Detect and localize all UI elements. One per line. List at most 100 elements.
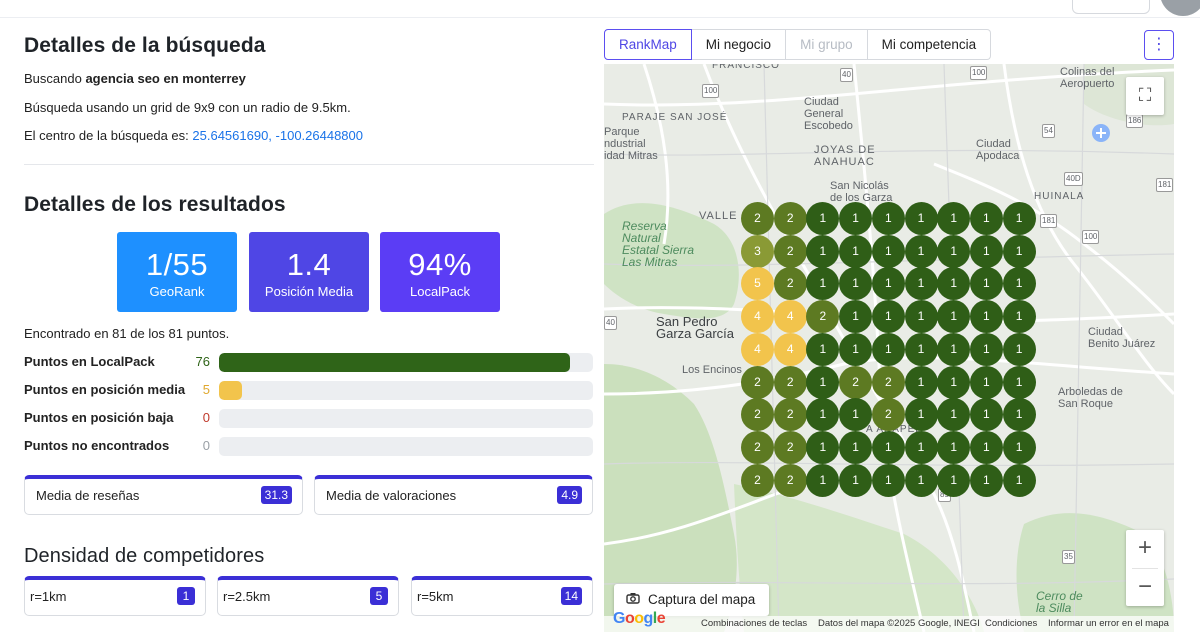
rank-point[interactable]: 2 [773,202,807,235]
rank-point[interactable]: 2 [773,430,807,464]
rank-point[interactable]: 1 [937,202,971,235]
rank-point[interactable]: 1 [937,365,971,399]
rank-point[interactable]: 2 [741,463,774,497]
rank-point[interactable]: 4 [741,300,774,334]
rank-point[interactable]: 4 [773,300,807,334]
rank-point[interactable]: 2 [741,430,774,464]
report-error-link[interactable]: Informar un error en el mapa [1048,618,1169,629]
rank-point[interactable]: 1 [871,267,905,301]
rank-point[interactable]: 1 [937,398,971,432]
rank-point[interactable]: 2 [773,365,807,399]
rank-point[interactable]: 1 [839,430,873,464]
rank-point[interactable]: 1 [806,267,840,301]
rank-point[interactable]: 1 [904,202,938,235]
rank-point[interactable]: 1 [904,332,938,366]
rank-point[interactable]: 1 [969,463,1003,497]
fullscreen-icon[interactable]: ⛶ [1126,77,1164,115]
rank-point[interactable]: 1 [806,398,840,432]
rank-point[interactable]: 2 [839,365,873,399]
rank-point[interactable]: 1 [904,300,938,334]
keyboard-shortcuts-link[interactable]: Combinaciones de teclas [701,618,808,629]
rank-point[interactable]: 1 [806,202,840,235]
rank-point[interactable]: 1 [937,300,971,334]
rank-point[interactable]: 1 [969,430,1003,464]
rank-point[interactable]: 1 [806,365,840,399]
tab-mi-grupo[interactable]: Mi grupo [786,29,868,60]
rank-point[interactable]: 1 [1002,365,1036,399]
rankmap-panel: Detalles de la búsqueda Buscando agencia… [0,18,1200,636]
rank-point[interactable]: 1 [904,365,938,399]
rank-point[interactable]: 1 [969,202,1003,235]
rank-point[interactable]: 1 [969,234,1003,268]
zoom-out-button[interactable]: − [1137,573,1152,600]
rank-point[interactable]: 1 [969,365,1003,399]
rank-point[interactable]: 1 [839,300,873,334]
rank-point[interactable]: 1 [871,332,905,366]
rank-point[interactable]: 1 [871,463,905,497]
rank-point[interactable]: 1 [1002,332,1036,366]
rank-point[interactable]: 2 [741,398,774,432]
rank-point[interactable]: 1 [904,234,938,268]
rank-point[interactable]: 1 [969,332,1003,366]
rank-point[interactable]: 1 [937,430,971,464]
rank-point[interactable]: 2 [741,365,774,399]
rank-point[interactable]: 1 [806,332,840,366]
rank-point[interactable]: 4 [773,332,807,366]
rank-point[interactable]: 1 [839,202,873,235]
center-coordinates-link[interactable]: 25.64561690, -100.26448800 [192,128,363,143]
rank-point[interactable]: 1 [1002,234,1036,268]
rank-point[interactable]: 1 [937,234,971,268]
rank-point[interactable]: 2 [741,202,774,235]
rank-point[interactable]: 2 [773,234,807,268]
rank-point[interactable]: 5 [741,267,774,301]
rank-point[interactable]: 2 [773,267,807,301]
rank-point[interactable]: 1 [904,398,938,432]
rank-point[interactable]: 1 [806,430,840,464]
rank-point[interactable]: 1 [1002,300,1036,334]
rank-point[interactable]: 1 [806,463,840,497]
more-vertical-icon[interactable]: ⋮ [1144,30,1174,60]
rank-point[interactable]: 1 [839,463,873,497]
terms-link[interactable]: Condiciones [985,618,1038,629]
rank-point[interactable]: 1 [904,463,938,497]
rank-point[interactable]: 1 [1002,267,1036,301]
rank-point[interactable]: 1 [871,300,905,334]
rank-point[interactable]: 1 [1002,202,1036,235]
rank-map[interactable]: FRANCISCO PARAJE SAN JOSÉ Parque ndustri… [604,64,1174,632]
rank-point[interactable]: 1 [871,430,905,464]
rank-point[interactable]: 2 [871,365,905,399]
rank-point[interactable]: 2 [806,300,840,334]
rank-point[interactable]: 1 [871,234,905,268]
tab-mi-competencia[interactable]: Mi competencia [867,29,992,60]
rank-point[interactable]: 1 [937,267,971,301]
rank-point[interactable]: 4 [741,332,774,366]
map-capture-button[interactable]: Captura del mapa [614,584,770,616]
rank-point[interactable]: 1 [839,234,873,268]
rank-point[interactable]: 1 [969,398,1003,432]
tab-mi-negocio[interactable]: Mi negocio [691,29,787,60]
rank-point[interactable]: 3 [741,234,774,268]
rank-point[interactable]: 1 [1002,463,1036,497]
tab-rankmap[interactable]: RankMap [604,29,692,60]
rank-point[interactable]: 2 [773,463,807,497]
rank-point[interactable]: 1 [937,332,971,366]
rank-point[interactable]: 1 [839,332,873,366]
top-toolbar-button[interactable] [1072,0,1150,14]
rank-point[interactable]: 1 [839,267,873,301]
rank-point[interactable]: 1 [904,267,938,301]
road-shield: 100 [970,66,988,80]
rank-point[interactable]: 1 [937,463,971,497]
zoom-in-button[interactable]: + [1137,534,1152,561]
rank-point[interactable]: 1 [904,430,938,464]
avatar[interactable] [1160,0,1200,16]
bar-label: Puntos en posición baja [24,410,174,425]
rank-point[interactable]: 1 [1002,398,1036,432]
rank-point[interactable]: 1 [969,300,1003,334]
rank-point[interactable]: 1 [806,234,840,268]
rank-point[interactable]: 2 [871,398,905,432]
rank-point[interactable]: 1 [871,202,905,235]
rank-point[interactable]: 1 [839,398,873,432]
rank-point[interactable]: 2 [773,398,807,432]
rank-point[interactable]: 1 [969,267,1003,301]
rank-point[interactable]: 1 [1002,430,1036,464]
